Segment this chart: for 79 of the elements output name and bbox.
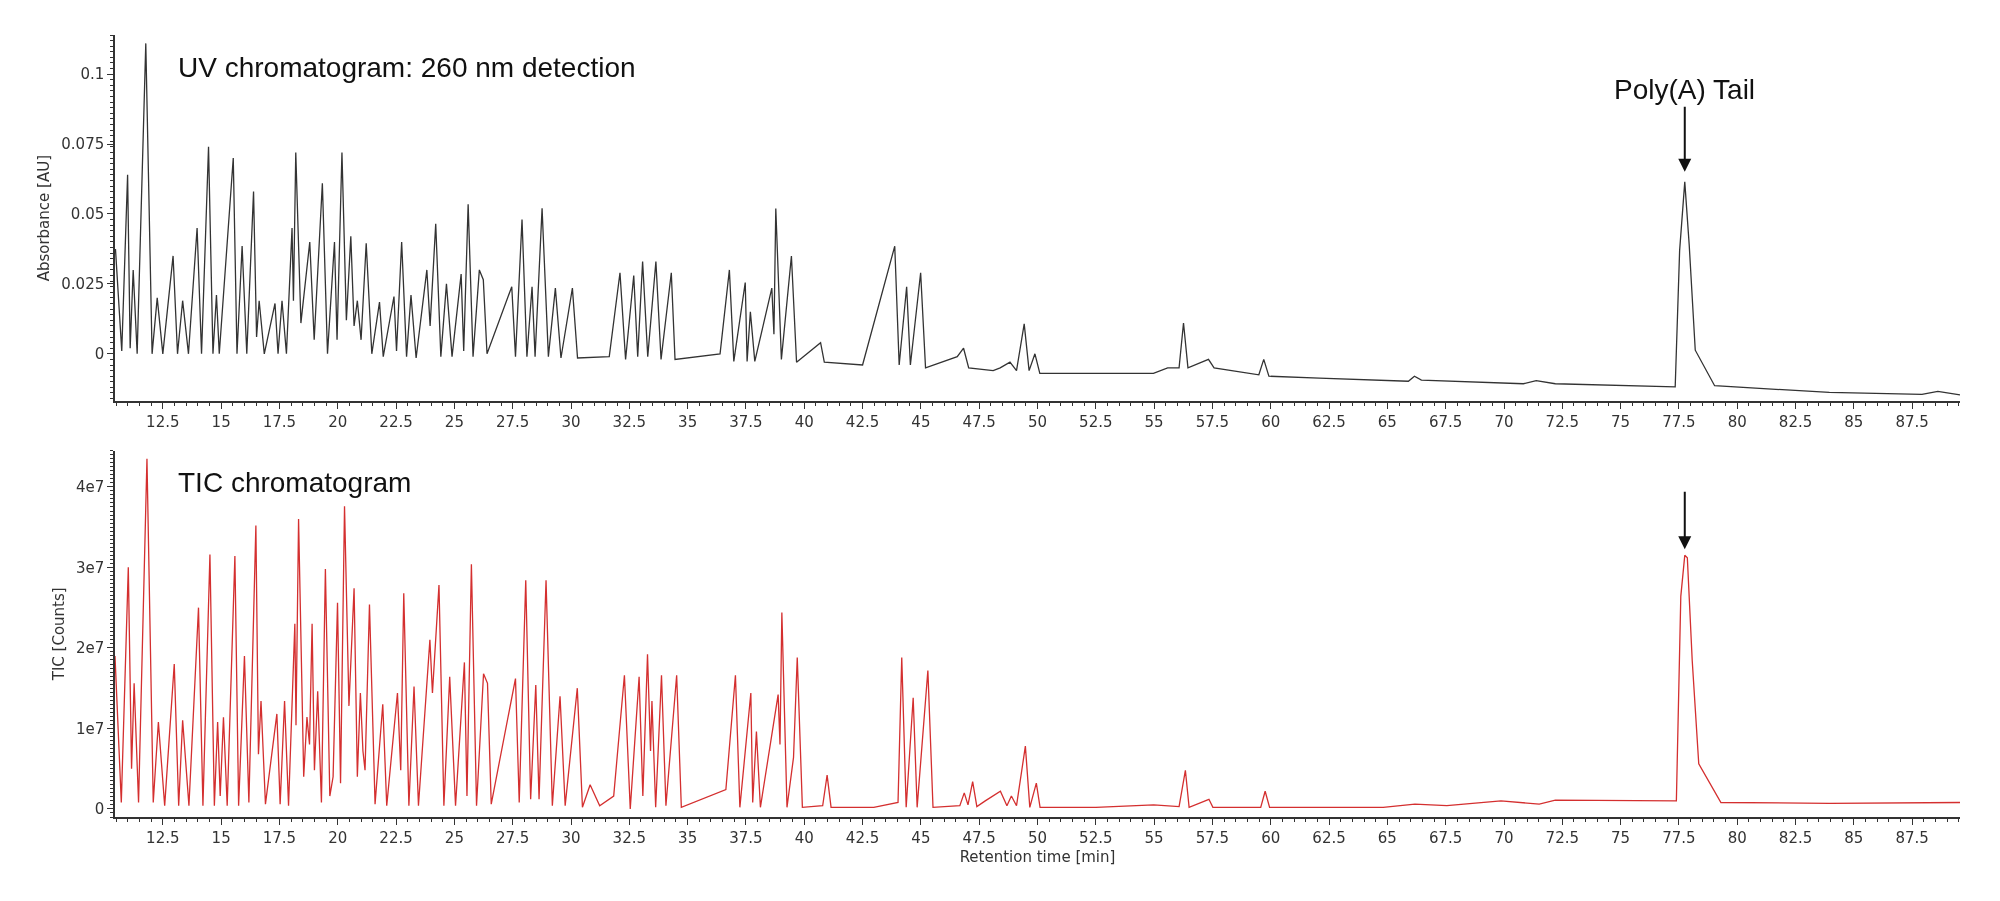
x-tick-label: 82.5 (1778, 828, 1813, 847)
x-tick-label: 15 (211, 828, 231, 847)
x-tick-label: 62.5 (1312, 413, 1346, 432)
x-tick-label: 77.5 (1662, 413, 1696, 432)
y-tick-label: 4e7 (75, 478, 105, 497)
x-tick-label: 57.5 (1195, 413, 1230, 432)
x-tick-label: 32.5 (612, 413, 647, 432)
x-tick-label: 77.5 (1662, 828, 1696, 847)
x-tick-label: 72.5 (1545, 413, 1580, 432)
x-tick-label: 37.5 (729, 828, 763, 847)
x-tick-label: 80 (1727, 828, 1747, 847)
y-axis-title: Absorbance [AU] (35, 155, 54, 282)
annotation: TIC chromatogram (178, 467, 412, 498)
x-tick-label: 72.5 (1545, 828, 1580, 847)
x-tick-label: 75 (1611, 828, 1631, 847)
y-tick-label: 0.1 (80, 65, 105, 84)
x-tick-label: 50 (1027, 413, 1048, 432)
x-tick-label: 60 (1261, 413, 1281, 432)
x-tick-label: 17.5 (262, 413, 297, 432)
annotation: Poly(A) Tail (1614, 74, 1756, 105)
x-tick-label: 30 (561, 413, 581, 432)
x-tick-label: 45 (911, 413, 931, 432)
annotation: UV chromatogram: 260 nm detection (178, 52, 636, 83)
x-tick-label: 55 (1144, 828, 1164, 847)
x-tick-label: 40 (794, 413, 814, 432)
x-tick-label: 47.5 (962, 413, 996, 432)
y-tick-label: 0 (94, 800, 105, 819)
x-tick-label: 35 (678, 413, 698, 432)
x-tick-label: 27.5 (495, 413, 530, 432)
x-tick-label: 12.5 (146, 828, 180, 847)
x-tick-label: 50 (1027, 828, 1048, 847)
x-tick-label: 30 (561, 828, 581, 847)
x-tick-label: 67.5 (1428, 413, 1463, 432)
x-tick-label: 12.5 (146, 413, 180, 432)
y-tick-label: 0.025 (61, 275, 105, 294)
y-tick-label: 0.075 (61, 135, 105, 154)
x-tick-label: 60 (1261, 828, 1281, 847)
x-tick-label: 45 (911, 828, 931, 847)
y-tick-label: 0 (94, 345, 105, 364)
x-tick-label: 52.5 (1079, 828, 1113, 847)
y-tick-label: 3e7 (75, 558, 105, 577)
x-tick-label: 87.5 (1895, 828, 1929, 847)
x-tick-label: 85 (1844, 828, 1864, 847)
x-tick-label: 32.5 (612, 828, 647, 847)
x-tick-label: 65 (1377, 413, 1397, 432)
x-tick-label: 55 (1144, 413, 1164, 432)
y-tick-label: 1e7 (75, 719, 105, 738)
x-tick-label: 37.5 (729, 413, 763, 432)
x-tick-label: 40 (794, 828, 814, 847)
x-tick-label: 42.5 (845, 413, 880, 432)
x-tick-label: 75 (1611, 413, 1631, 432)
x-tick-label: 42.5 (845, 828, 880, 847)
x-tick-label: 35 (678, 828, 698, 847)
x-tick-label: 85 (1844, 413, 1864, 432)
x-tick-label: 22.5 (379, 828, 413, 847)
x-tick-label: 15 (211, 413, 231, 432)
y-tick-label: 2e7 (75, 639, 105, 658)
x-tick-label: 65 (1377, 828, 1397, 847)
x-tick-label: 80 (1727, 413, 1747, 432)
x-tick-label: 70 (1494, 828, 1514, 847)
x-axis-title: Retention time [min] (959, 848, 1116, 867)
x-tick-label: 27.5 (495, 828, 530, 847)
x-tick-label: 47.5 (962, 828, 996, 847)
x-tick-label: 25 (444, 413, 464, 432)
x-tick-label: 52.5 (1079, 413, 1113, 432)
x-tick-label: 87.5 (1895, 413, 1929, 432)
x-tick-label: 22.5 (379, 413, 413, 432)
x-tick-label: 57.5 (1195, 828, 1230, 847)
x-tick-label: 82.5 (1778, 413, 1813, 432)
x-tick-label: 20 (328, 828, 348, 847)
x-tick-label: 25 (444, 828, 464, 847)
line-series (115, 458, 1960, 810)
y-axis-title: TIC [Counts] (49, 587, 68, 682)
x-tick-label: 20 (328, 413, 348, 432)
y-tick-label: 0.05 (70, 205, 105, 224)
x-tick-label: 67.5 (1428, 828, 1463, 847)
x-tick-label: 17.5 (262, 828, 297, 847)
x-tick-label: 70 (1494, 413, 1514, 432)
x-tick-label: 62.5 (1312, 828, 1346, 847)
